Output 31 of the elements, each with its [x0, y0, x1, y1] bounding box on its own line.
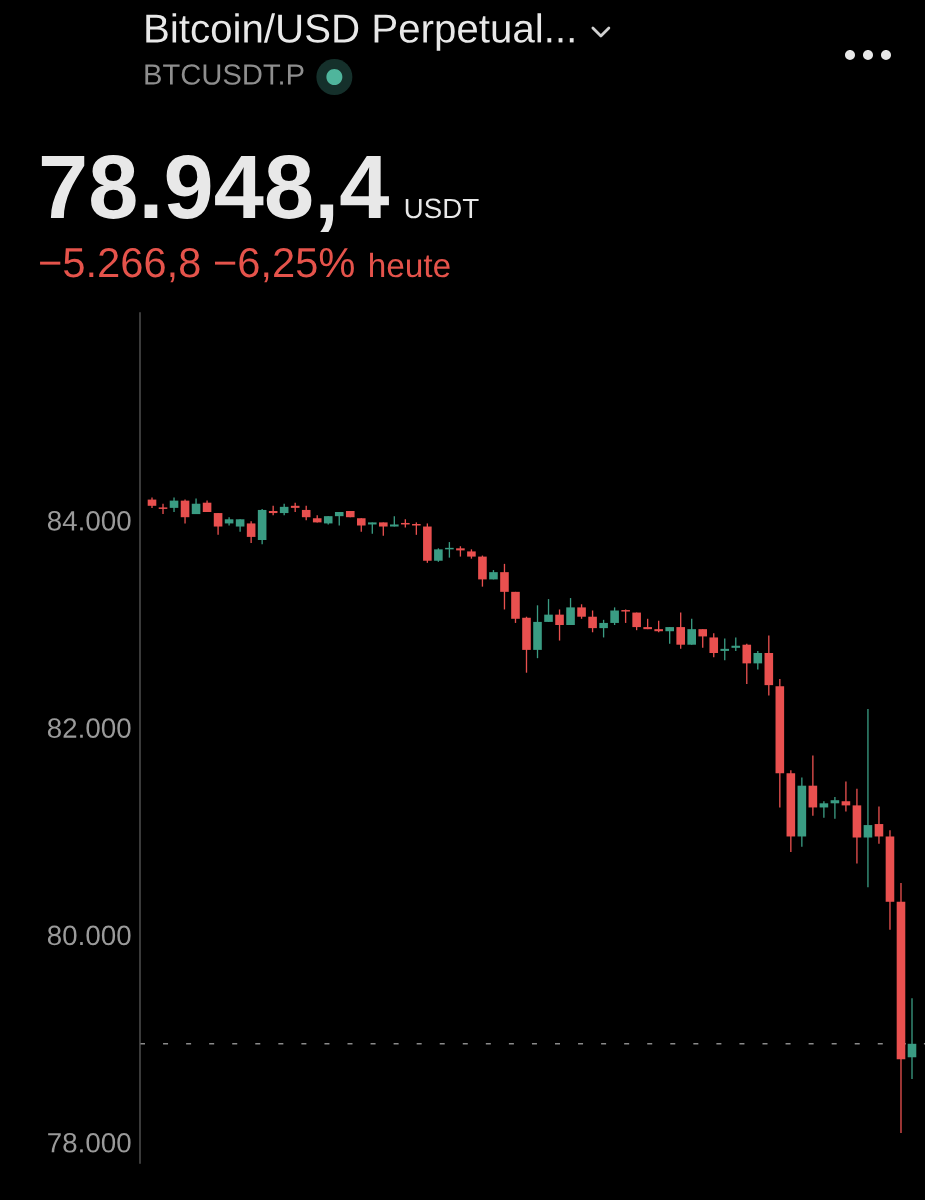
candlestick: [742, 643, 752, 685]
candlestick: [874, 805, 884, 845]
candlestick: [808, 754, 818, 817]
y-tick-label: 84.000: [47, 510, 131, 531]
candlestick: [180, 498, 190, 525]
candlestick: [907, 997, 917, 1080]
candlestick: [698, 628, 708, 649]
candlestick: [544, 598, 553, 623]
candlestick: [687, 618, 697, 646]
text: heute: [370, 252, 450, 278]
candlestick: [753, 650, 763, 671]
candlestick: [213, 512, 223, 536]
chart-subtitle: BTCUSDT.P: [145, 64, 304, 85]
candlestick: [676, 611, 685, 650]
candlestick: [478, 554, 487, 588]
y-tick-label: 82.000: [47, 718, 131, 738]
candlestick: [863, 708, 873, 888]
candlestick: [588, 609, 597, 633]
text: USDT: [405, 198, 479, 219]
candlestick: [158, 503, 168, 515]
candlestick: [709, 632, 719, 658]
text: −5.266,8 −6,25%: [40, 247, 354, 283]
chart-title: Bitcoin/USD Perpetual...: [146, 13, 574, 51]
y-tick-label: 80.000: [47, 925, 131, 946]
candlestick: [500, 563, 509, 611]
text: 78.948,4: [41, 154, 389, 232]
y-tick-label: 78.000: [48, 1132, 131, 1153]
candlestick: [720, 637, 730, 661]
candlestick: [566, 597, 575, 626]
candlestick: [246, 520, 256, 544]
candlestick: [555, 608, 564, 642]
